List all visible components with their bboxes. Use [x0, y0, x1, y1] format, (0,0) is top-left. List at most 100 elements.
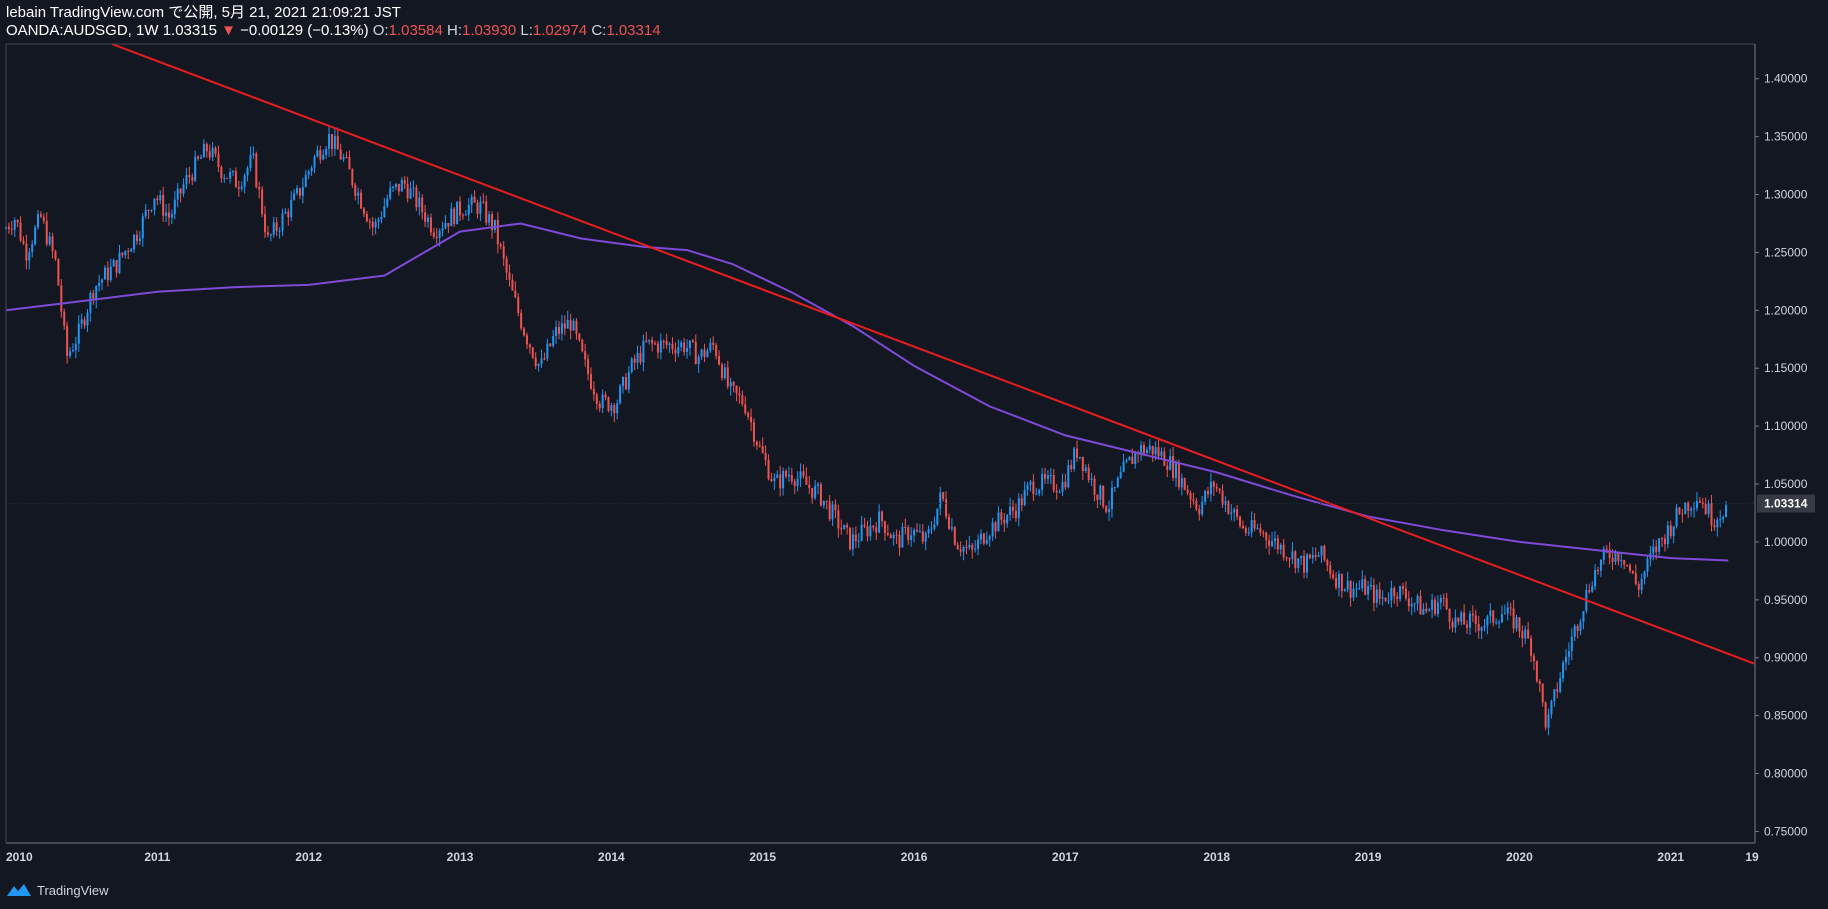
candle-body: [808, 484, 811, 488]
candle-body: [1105, 506, 1108, 512]
candle-body: [1259, 528, 1262, 533]
y-tick-label: 0.75000: [1764, 824, 1808, 838]
candle-body: [409, 188, 412, 199]
candle-body: [569, 319, 572, 331]
last-price-label: 1.03314: [1764, 497, 1808, 511]
candle-body: [758, 445, 761, 447]
candle-body: [272, 222, 275, 235]
candle-body: [48, 236, 51, 245]
candle-body: [508, 272, 511, 280]
candle-body: [1364, 579, 1367, 595]
candle-body: [802, 471, 805, 477]
candle-body: [328, 133, 331, 149]
candle-body: [22, 240, 25, 244]
candle-body: [220, 166, 223, 179]
candle-body: [1652, 546, 1655, 554]
candle-body: [965, 546, 968, 548]
candle-body: [1186, 489, 1189, 493]
candle-body: [1142, 444, 1145, 454]
candle-body: [392, 186, 395, 188]
candle-body: [223, 177, 226, 179]
candle-body: [377, 219, 380, 222]
candle-body: [1174, 463, 1177, 478]
candle-body: [1314, 554, 1317, 557]
candle-body: [1381, 597, 1384, 599]
candle-body: [1160, 451, 1163, 457]
candle-body: [1337, 573, 1340, 588]
candle-body: [1527, 629, 1530, 639]
candle-body: [1061, 481, 1064, 493]
candle-body: [1006, 515, 1009, 524]
candle-body: [450, 208, 453, 227]
candle-body: [1658, 538, 1661, 552]
candle-body: [37, 214, 40, 228]
candle-body: [1355, 588, 1358, 590]
candle-body: [357, 192, 360, 196]
candle-body: [293, 193, 296, 200]
candle-body: [837, 510, 840, 529]
close-label: C:: [591, 22, 607, 39]
candle-body: [1436, 602, 1439, 615]
candle-body: [60, 285, 63, 312]
candle-body: [1562, 662, 1565, 679]
y-tick-label: 1.40000: [1764, 72, 1808, 86]
candle-body: [71, 350, 74, 352]
candle-body: [1509, 607, 1512, 609]
candle-body: [374, 221, 377, 228]
candle-body: [1431, 599, 1434, 610]
candle-body: [1631, 570, 1634, 574]
candle-body: [1399, 586, 1402, 600]
candle-body: [1073, 448, 1076, 470]
candle-body: [1719, 519, 1722, 521]
candle-body: [1294, 551, 1297, 568]
candle-body: [1198, 509, 1201, 515]
candle-body: [1655, 546, 1658, 552]
down-arrow-icon: ▼: [221, 22, 236, 39]
candle-body: [1102, 485, 1105, 507]
candle-body: [284, 211, 287, 214]
candle-body: [784, 471, 787, 477]
candle-body: [511, 279, 514, 291]
candle-body: [1209, 481, 1212, 495]
candle-body: [563, 323, 566, 329]
candle-body: [1582, 611, 1585, 622]
candle-body: [622, 377, 625, 386]
candle-body: [950, 527, 953, 529]
candle-body: [691, 340, 694, 342]
candle-body: [1640, 578, 1643, 590]
candle-body: [54, 251, 57, 260]
candle-body: [400, 180, 403, 192]
candle-body: [604, 394, 607, 398]
candle-body: [709, 342, 712, 351]
candle-body: [1113, 487, 1116, 489]
candle-body: [523, 328, 526, 336]
candle-body: [499, 244, 502, 247]
y-tick-label: 1.30000: [1764, 188, 1808, 202]
candle-body: [1189, 492, 1192, 500]
candle-body: [1329, 565, 1332, 575]
candle-body: [1434, 599, 1437, 615]
candle-body: [1693, 508, 1696, 510]
candle-body: [648, 339, 651, 342]
candle-body: [843, 524, 846, 530]
candle-body: [226, 177, 229, 179]
candle-body: [301, 187, 304, 196]
candle-body: [415, 187, 418, 208]
candle-body: [1285, 557, 1288, 559]
candle-body: [459, 201, 462, 216]
candle-body: [304, 174, 307, 188]
candle-body: [860, 524, 863, 541]
candle-body: [368, 221, 371, 223]
candle-body: [918, 531, 921, 533]
candle-body: [173, 199, 176, 215]
candle-body: [1471, 613, 1474, 616]
candle-body: [1081, 456, 1084, 471]
candle-body: [735, 385, 738, 394]
candle-body: [863, 524, 866, 527]
candle-body: [814, 485, 817, 499]
candle-body: [1637, 584, 1640, 590]
candles-layer: [5, 125, 1728, 736]
candle-body: [412, 187, 415, 189]
candle-body: [1495, 622, 1498, 624]
